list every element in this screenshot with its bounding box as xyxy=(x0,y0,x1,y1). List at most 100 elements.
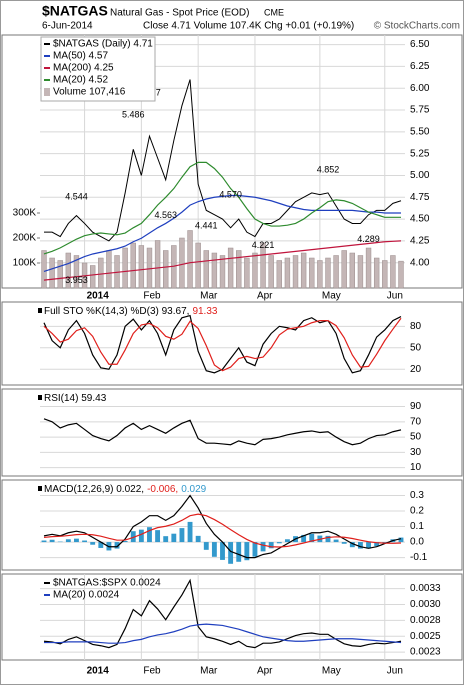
y-tick-label: 0.0028 xyxy=(410,615,441,626)
legend-entry: 0.029 xyxy=(181,484,206,495)
y-tick-label: 30 xyxy=(410,447,422,458)
y-tick-label: 70 xyxy=(410,416,422,427)
y2-tick-label: 300K xyxy=(13,208,37,219)
y-tick-label: 5.25 xyxy=(410,148,430,159)
legend-entry: MACD(12,26,9) 0.022, xyxy=(44,484,144,495)
bar xyxy=(357,255,364,289)
y-tick-label: 80 xyxy=(410,321,422,332)
series-line xyxy=(43,317,402,372)
y-tick-label: 50 xyxy=(410,342,422,353)
bar xyxy=(163,250,169,289)
legend-swatch xyxy=(38,308,42,313)
bar xyxy=(147,527,152,543)
legend-entry: Full STO %K(14,3) %D(3) 93.67, xyxy=(44,306,189,317)
bar xyxy=(211,252,218,289)
date: 6-Jun-2014 xyxy=(42,21,93,32)
x-tick-label: Mar xyxy=(200,666,218,677)
bar xyxy=(341,250,347,289)
bar xyxy=(155,530,161,543)
series-line xyxy=(43,314,402,374)
bar xyxy=(284,539,290,543)
bar xyxy=(252,252,258,289)
x-tick-label: Apr xyxy=(257,666,273,677)
bar xyxy=(268,255,274,289)
x-tick-label: Feb xyxy=(143,291,161,302)
bar xyxy=(57,260,63,289)
series-line xyxy=(44,623,402,644)
bar xyxy=(325,535,331,543)
bar xyxy=(341,542,347,544)
bar xyxy=(187,521,193,543)
price-annotation: 4.852 xyxy=(317,165,340,175)
bar xyxy=(236,250,242,289)
bar xyxy=(236,542,242,562)
y-tick-label: 6.00 xyxy=(410,83,430,94)
bar xyxy=(244,542,250,561)
y-tick-label: 5.75 xyxy=(410,105,430,116)
legend-entry: MA(50) 4.57 xyxy=(53,51,108,62)
bar xyxy=(382,260,388,289)
x-tick-label: Mar xyxy=(200,291,218,302)
bar xyxy=(138,529,144,543)
bar xyxy=(154,240,161,289)
bar xyxy=(179,528,185,543)
bar xyxy=(179,237,185,289)
y-tick-label: 5.00 xyxy=(410,170,430,181)
bar xyxy=(203,250,209,289)
legend-swatch xyxy=(38,395,42,400)
legend-entry: -0.006, xyxy=(147,484,178,495)
bar xyxy=(292,255,299,289)
legend-entry: RSI(14) 59.43 xyxy=(44,393,107,404)
x-tick-label: Feb xyxy=(143,666,161,677)
bar xyxy=(130,242,136,289)
bar xyxy=(309,257,315,289)
legend-entry: MA(20) 0.0024 xyxy=(53,590,120,601)
bar xyxy=(163,536,169,543)
y-tick-label: 50 xyxy=(410,432,422,443)
bar xyxy=(98,542,104,548)
y-tick-label: 4.50 xyxy=(410,214,430,225)
bar xyxy=(317,260,323,289)
x-tick-label: Jun xyxy=(387,666,403,677)
y-tick-label: 0.0025 xyxy=(410,631,441,642)
bar xyxy=(260,542,266,552)
bar xyxy=(187,230,193,289)
bar xyxy=(122,247,128,289)
price-annotation: 4.563 xyxy=(154,210,177,220)
panel-frame xyxy=(1,388,463,477)
price-annotation: 4.544 xyxy=(65,192,88,202)
price-annotation: 4.570 xyxy=(219,189,242,199)
bar xyxy=(130,531,136,543)
bar xyxy=(365,247,372,289)
series-line xyxy=(44,79,402,242)
bar xyxy=(82,540,88,543)
y-tick-label: 20 xyxy=(410,364,422,375)
bar xyxy=(373,257,380,289)
bar xyxy=(171,533,177,543)
bar xyxy=(114,542,120,549)
y-tick-label: 4.25 xyxy=(410,236,430,247)
y-tick-label: 10 xyxy=(410,462,422,473)
bar xyxy=(219,255,226,289)
quote: Close 4.71 Volume 107.4K Chg +0.01 (+0.1… xyxy=(143,21,354,32)
bar xyxy=(138,245,145,289)
bar xyxy=(284,257,291,289)
bar xyxy=(49,539,55,543)
legend: Full STO %K(14,3) %D(3) 93.67, 91.33 xyxy=(44,306,218,317)
y2-tick-label: 200K xyxy=(13,233,37,244)
bar xyxy=(349,542,355,548)
bar xyxy=(252,542,258,557)
series-line xyxy=(43,194,401,272)
bar xyxy=(398,537,404,543)
y-tick-label: 0.3 xyxy=(410,490,424,501)
bar xyxy=(276,260,282,289)
bar xyxy=(244,257,250,289)
bar xyxy=(325,257,331,289)
series-line xyxy=(43,578,402,649)
y-tick-label: 0.0033 xyxy=(410,583,441,594)
legend-entry: 91.33 xyxy=(192,306,217,317)
bar xyxy=(146,247,153,289)
bar xyxy=(41,250,47,289)
price-annotation: 5.486 xyxy=(122,109,145,119)
